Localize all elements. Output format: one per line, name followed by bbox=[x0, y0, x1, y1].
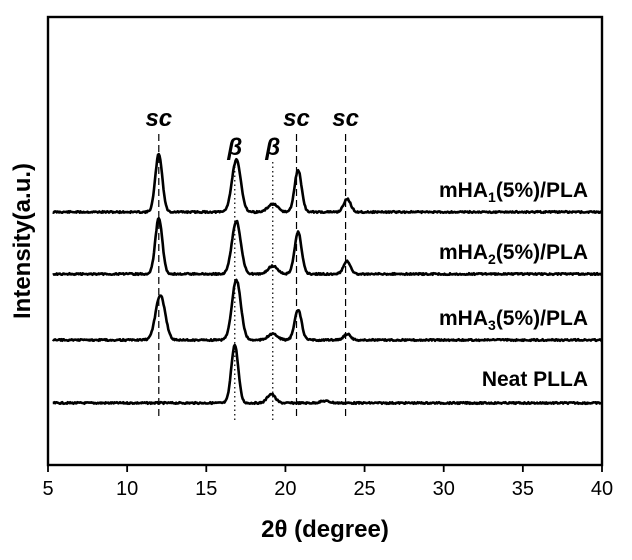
peak-annotation-label: sc bbox=[145, 105, 172, 132]
series-line bbox=[52, 152, 603, 215]
series-line bbox=[52, 343, 603, 406]
x-tick-label: 15 bbox=[195, 478, 217, 500]
x-axis: 5 10 15 20 25 30 35 40 bbox=[42, 465, 613, 500]
series-line bbox=[51, 278, 604, 343]
x-tick-label: 40 bbox=[591, 478, 613, 500]
y-axis-title: Intensity(a.u.) bbox=[9, 163, 36, 319]
x-tick-label: 10 bbox=[116, 478, 138, 500]
peak-annotations: scβ βsc sc bbox=[145, 105, 358, 161]
x-tick-label: 5 bbox=[42, 478, 53, 500]
x-tick-label: 25 bbox=[353, 478, 375, 500]
plot-frame bbox=[46, 15, 604, 467]
series-label: mHA2(5%)/PLA bbox=[439, 241, 588, 267]
x-tick-label: 30 bbox=[433, 478, 455, 500]
peak-annotation-label: sc bbox=[332, 105, 359, 132]
series-label: mHA1(5%)/PLA bbox=[439, 179, 588, 205]
peak-annotation-label: β bbox=[264, 134, 280, 161]
peak-annotation-label: sc bbox=[283, 105, 310, 132]
series-label: Neat PLLA bbox=[482, 368, 588, 391]
peak-annotation-label: β bbox=[226, 134, 242, 161]
series-traces bbox=[51, 152, 604, 406]
reference-lines bbox=[158, 134, 347, 420]
x-axis-title: 2θ (degree) bbox=[261, 516, 389, 543]
x-tick-label: 20 bbox=[274, 478, 296, 500]
series-labels: mHA1(5%)/PLA mHA2(5%)/PLA mHA3(5%)/PLA Neat… bbox=[439, 179, 588, 391]
series-line bbox=[52, 217, 603, 277]
series-label: mHA3(5%)/PLA bbox=[439, 307, 588, 333]
x-tick-label: 35 bbox=[512, 478, 534, 500]
